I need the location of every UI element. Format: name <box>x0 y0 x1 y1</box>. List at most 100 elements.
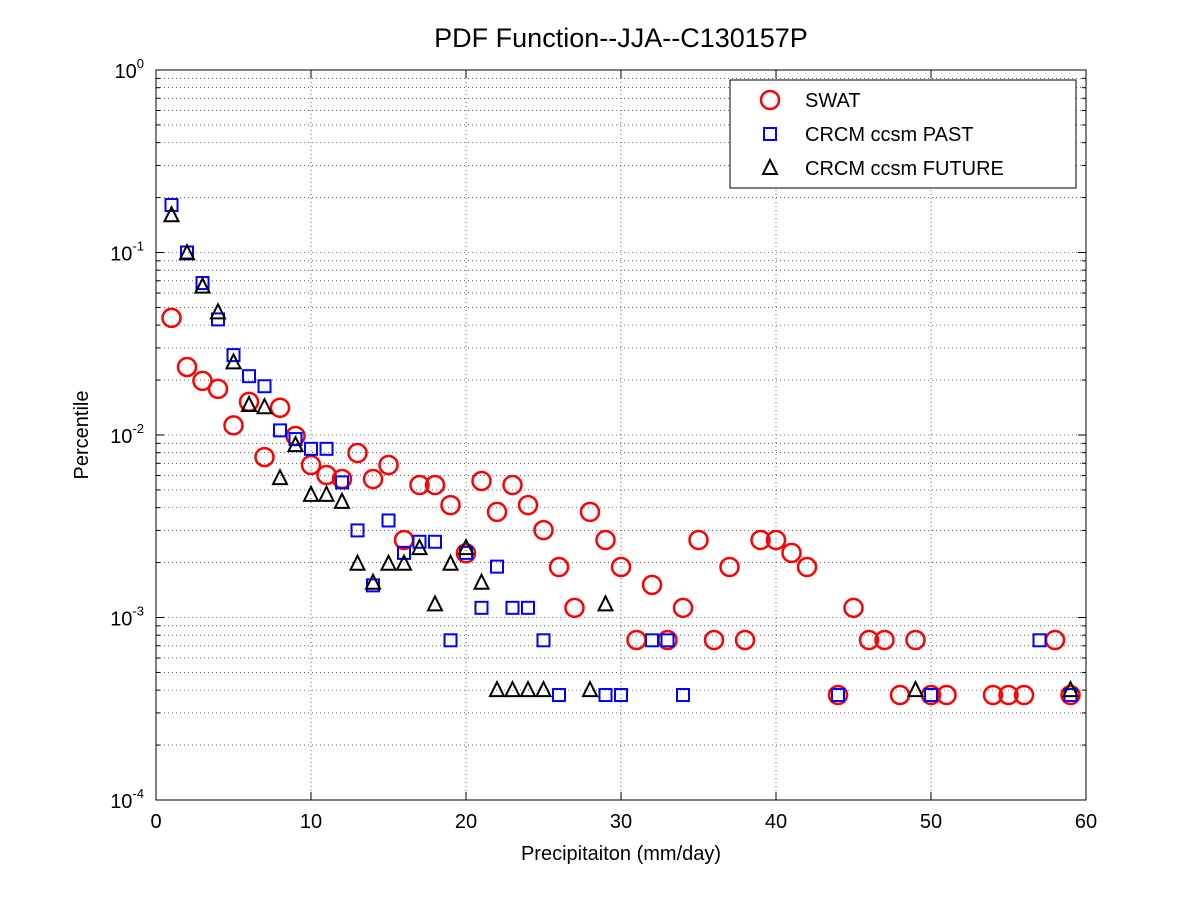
point-swat <box>300 454 322 476</box>
point-swat <box>579 501 601 523</box>
legend-marker-swat <box>759 89 781 111</box>
x-tick-label: 40 <box>765 811 787 833</box>
point-crcm-ccsm-future <box>178 243 196 261</box>
point-crcm-ccsm-future <box>240 394 258 413</box>
point-crcm-ccsm-past <box>381 513 396 528</box>
chart-title: PDF Function--JJA--C130157P <box>434 23 808 53</box>
point-crcm-ccsm-past <box>924 688 938 703</box>
point-crcm-ccsm-past <box>598 688 613 703</box>
point-swat <box>610 556 632 578</box>
point-crcm-ccsm-future <box>1061 679 1080 698</box>
point-swat <box>502 474 523 496</box>
point-crcm-ccsm-past <box>831 688 845 703</box>
axis-ticks: 0 10 20 30 40 50 60 100 10-1 10-2 10-3 10-4 <box>110 56 1097 833</box>
point-swat <box>254 446 275 468</box>
point-crcm-ccsm-past <box>521 600 535 615</box>
point-swat <box>998 684 1019 706</box>
x-axis-label: Precipitaiton (mm/day) <box>521 843 721 865</box>
point-crcm-ccsm-past <box>242 369 256 384</box>
point-crcm-ccsm-future <box>503 679 522 698</box>
point-crcm-ccsm-past <box>660 633 675 648</box>
point-crcm-ccsm-future <box>906 679 925 698</box>
point-swat <box>548 556 570 578</box>
point-swat <box>192 370 213 392</box>
point-swat <box>982 684 1004 706</box>
point-swat <box>378 454 399 476</box>
point-crcm-ccsm-future <box>224 352 243 370</box>
point-swat <box>858 629 880 651</box>
point-swat <box>688 529 709 551</box>
point-swat <box>486 501 508 523</box>
legend-label-crcm-ccsm-past: CRCM ccsm PAST <box>805 124 974 146</box>
point-crcm-ccsm-future <box>271 467 289 486</box>
x-tick-label: 20 <box>455 811 477 833</box>
point-crcm-ccsm-past <box>536 633 551 648</box>
point-crcm-ccsm-future <box>364 572 382 590</box>
point-crcm-ccsm-future <box>348 553 367 571</box>
point-swat <box>424 474 446 496</box>
point-crcm-ccsm-past <box>211 312 225 327</box>
point-swat <box>455 542 477 564</box>
legend-label-crcm-ccsm-future: CRCM ccsm FUTURE <box>805 158 1004 180</box>
point-swat <box>533 519 554 541</box>
point-swat <box>517 494 539 516</box>
point-crcm-ccsm-future <box>534 679 553 698</box>
point-swat <box>269 397 291 419</box>
point-crcm-ccsm-future <box>410 537 429 556</box>
legend-marker-crcm-ccsm-past <box>763 127 777 141</box>
point-swat <box>595 529 616 551</box>
point-crcm-ccsm-past <box>397 545 411 560</box>
x-tick-label: 50 <box>920 811 942 833</box>
y-tick-label: 10-2 <box>110 421 144 448</box>
point-crcm-ccsm-past <box>412 534 427 549</box>
point-swat <box>703 629 725 651</box>
point-crcm-ccsm-past <box>552 688 566 703</box>
point-swat <box>1013 684 1035 706</box>
point-crcm-ccsm-future <box>472 572 491 590</box>
point-swat <box>765 529 787 551</box>
point-crcm-ccsm-past <box>304 441 318 456</box>
point-crcm-ccsm-future <box>162 205 181 223</box>
x-tick-label: 30 <box>610 811 632 833</box>
point-crcm-ccsm-past <box>335 475 349 490</box>
point-swat <box>207 378 229 400</box>
point-crcm-ccsm-past <box>645 633 659 648</box>
point-crcm-ccsm-future <box>302 484 320 502</box>
y-tick-label: 100 <box>115 56 144 83</box>
point-swat <box>471 470 492 492</box>
point-swat <box>176 356 198 378</box>
legend-marker-crcm-ccsm-future <box>761 157 779 175</box>
x-tick-label: 0 <box>150 811 161 833</box>
point-crcm-ccsm-past <box>164 198 179 213</box>
point-crcm-ccsm-future <box>488 679 506 698</box>
point-swat <box>796 556 818 578</box>
point-crcm-ccsm-past <box>350 523 365 538</box>
x-tick-label: 10 <box>300 811 322 833</box>
point-crcm-ccsm-future <box>317 484 336 502</box>
point-crcm-ccsm-past <box>319 441 334 456</box>
point-crcm-ccsm-future <box>426 594 444 612</box>
point-swat <box>905 629 926 651</box>
point-crcm-ccsm-past <box>490 559 504 574</box>
point-swat <box>750 529 771 551</box>
point-swat <box>362 468 384 490</box>
point-swat <box>641 574 663 596</box>
point-crcm-ccsm-future <box>457 537 475 556</box>
x-tick-label: 60 <box>1075 811 1097 833</box>
point-crcm-ccsm-future <box>209 302 227 320</box>
point-crcm-ccsm-past <box>257 379 272 394</box>
point-crcm-ccsm-future <box>333 491 351 509</box>
point-crcm-ccsm-past <box>676 688 690 703</box>
point-crcm-ccsm-future <box>581 679 599 698</box>
point-crcm-ccsm-past <box>474 600 489 615</box>
point-crcm-ccsm-past <box>614 688 628 703</box>
point-crcm-ccsm-past <box>505 600 520 615</box>
point-crcm-ccsm-future <box>441 553 460 571</box>
point-swat <box>1060 684 1081 706</box>
grid <box>156 70 1086 801</box>
point-swat <box>719 556 740 578</box>
point-crcm-ccsm-past <box>443 633 458 648</box>
point-crcm-ccsm-past <box>1032 633 1047 648</box>
point-crcm-ccsm-past <box>226 348 241 363</box>
